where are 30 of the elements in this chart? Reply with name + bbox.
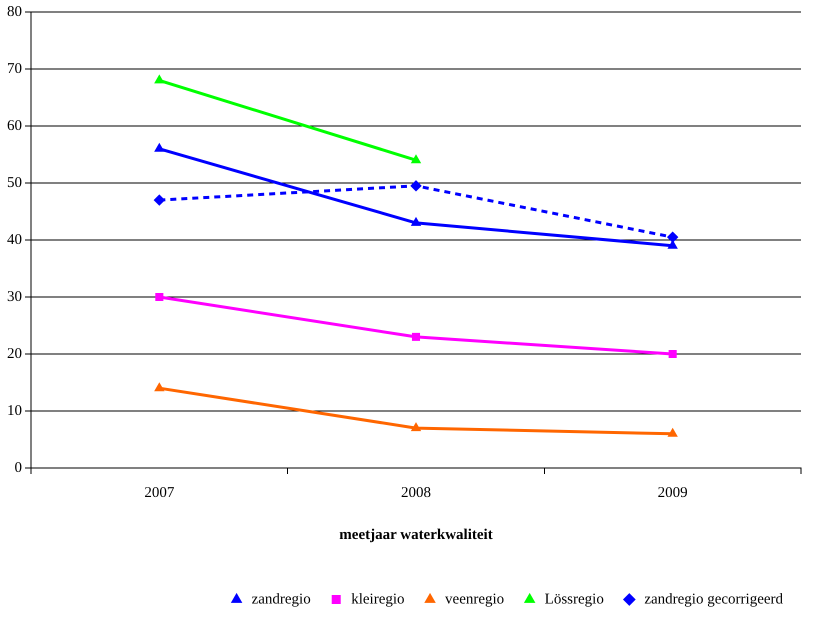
legend-label: Lössregio — [544, 591, 604, 608]
y-tick-label: 40 — [7, 232, 22, 248]
y-tick-label: 70 — [7, 60, 22, 77]
point — [154, 143, 164, 152]
legend-label: veenregio — [445, 591, 504, 608]
point — [667, 232, 678, 243]
point — [154, 194, 165, 206]
y-tick-label: 80 — [7, 4, 22, 20]
y-tick-label: 20 — [7, 346, 22, 362]
point — [668, 428, 678, 437]
point — [155, 292, 164, 302]
legend-label: zandregio gecorrigeerd — [644, 591, 784, 608]
x-tick-label: 2008 — [401, 484, 431, 501]
y-tick-label: 10 — [7, 402, 22, 419]
y-tick-label: 50 — [7, 174, 22, 191]
legend-label: zandregio — [252, 591, 311, 608]
y-tick-label: 30 — [7, 288, 22, 305]
point — [411, 422, 421, 432]
point — [154, 382, 164, 392]
point — [410, 180, 422, 192]
point — [668, 240, 678, 249]
legend-label: kleiregio — [351, 591, 405, 608]
point — [412, 332, 420, 341]
x-tick-label: 2009 — [658, 484, 688, 501]
x-tick-label: 2007 — [144, 484, 175, 501]
x-axis-title: meetjaar waterkwaliteit — [339, 526, 493, 543]
y-tick-label: 60 — [7, 118, 22, 134]
y-tick-label: 0 — [14, 460, 22, 476]
point — [411, 217, 421, 226]
point — [668, 350, 677, 358]
